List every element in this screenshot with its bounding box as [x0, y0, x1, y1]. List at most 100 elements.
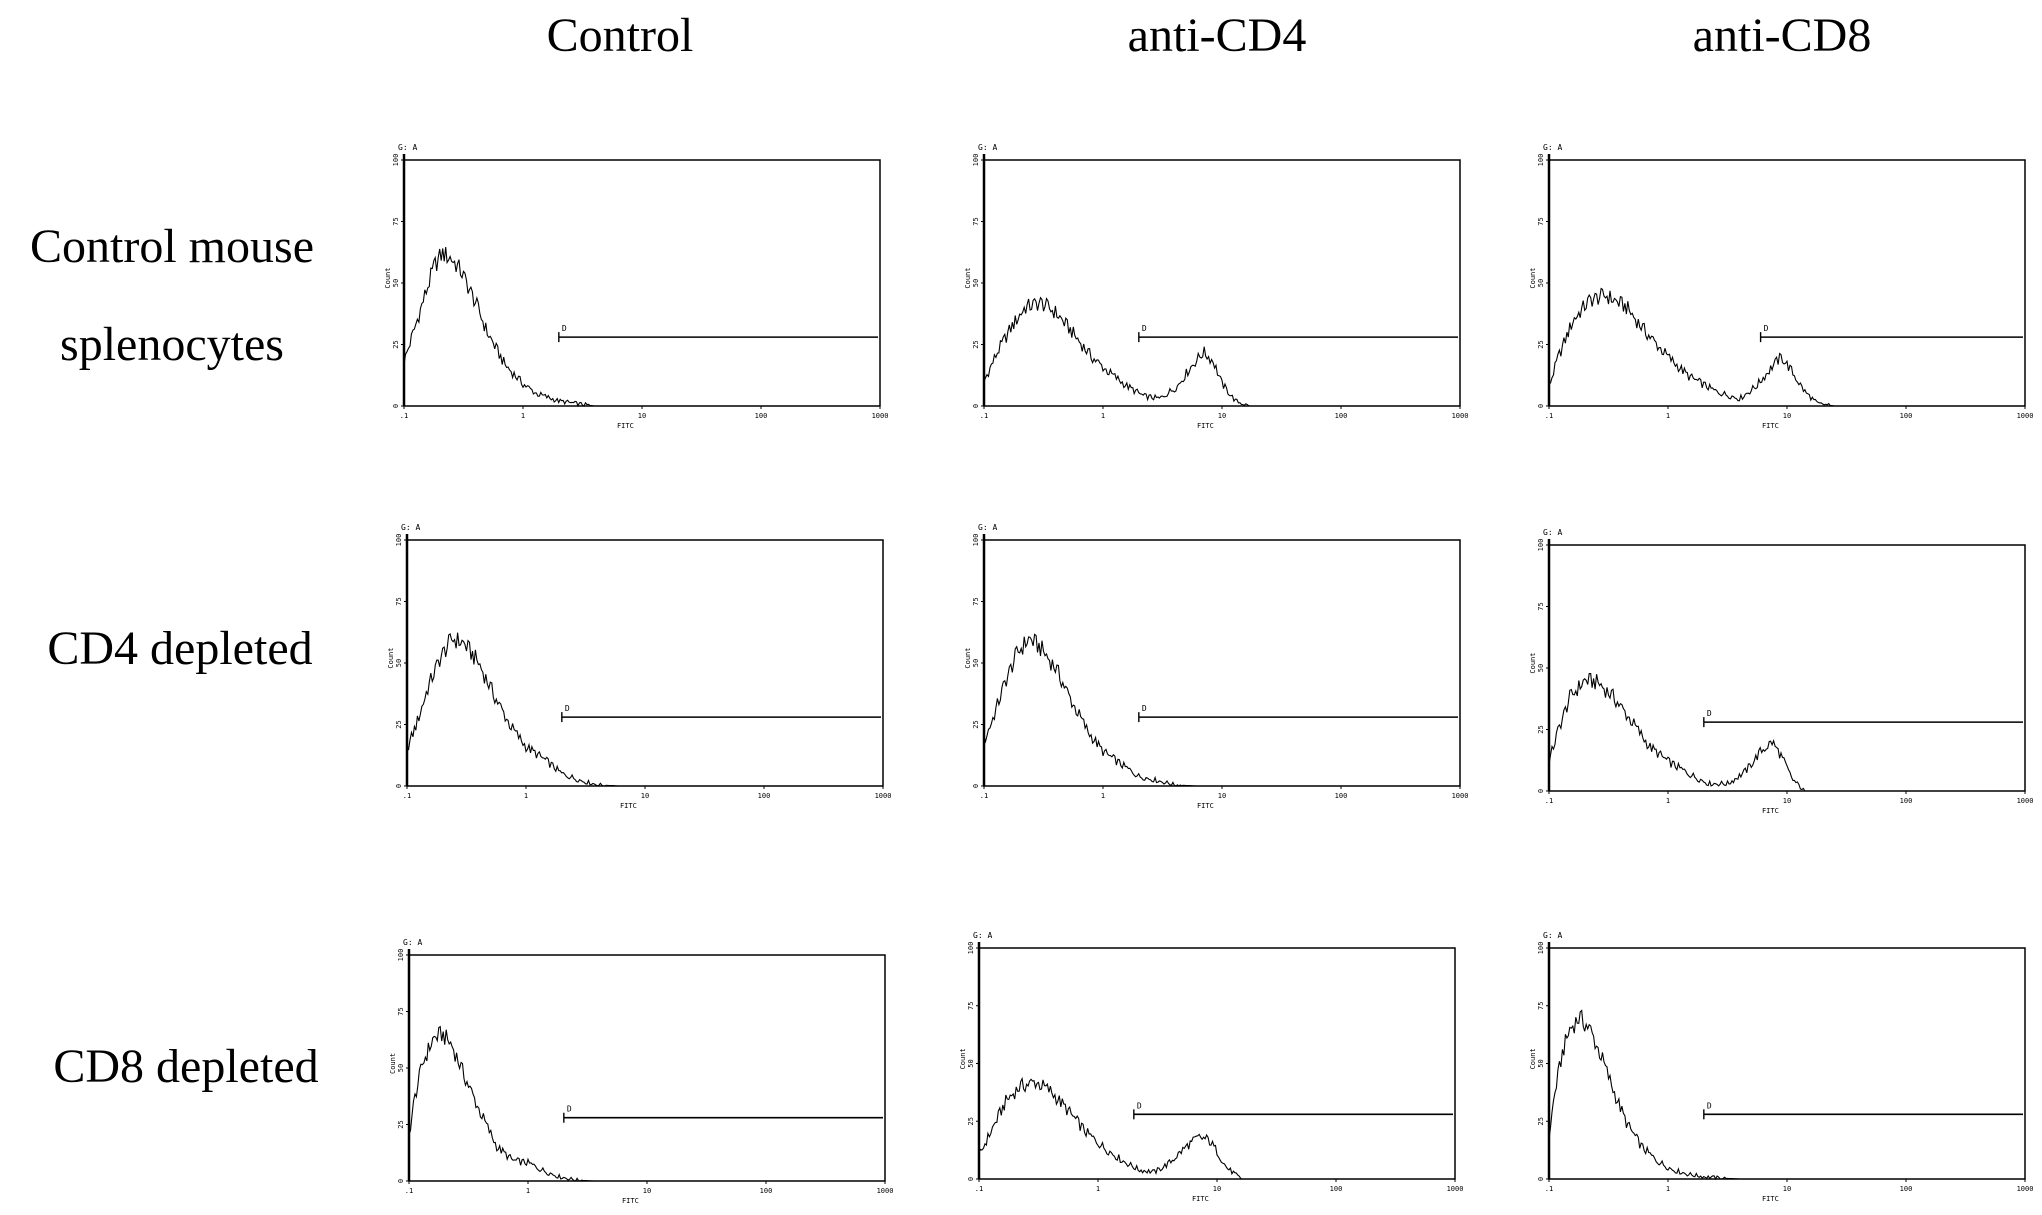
y-tick-label: 75: [392, 217, 400, 225]
y-tick-label: 25: [395, 720, 403, 728]
column-heading-anti-cd8: anti-CD8: [1692, 9, 1872, 62]
y-tick-label: 50: [397, 1064, 405, 1072]
y-axis-label: Count: [964, 268, 972, 289]
x-tick-label: 1000: [2017, 412, 2034, 420]
y-tick-label: 25: [972, 340, 980, 348]
y-axis-label: Count: [964, 648, 972, 669]
y-tick-label: 100: [1537, 942, 1545, 955]
y-tick-label: 0: [1537, 404, 1545, 408]
y-tick-label: 0: [392, 404, 400, 408]
x-axis-label: FITC: [1762, 807, 1779, 815]
y-tick-label: 0: [972, 404, 980, 408]
x-tick-label: 10: [1218, 792, 1226, 800]
histogram-trace: [983, 633, 1460, 787]
y-axis-label: Count: [959, 1048, 967, 1069]
y-tick-label: 50: [1537, 1059, 1545, 1067]
row-heading-cd4-depleted: CD4 depleted: [0, 600, 360, 698]
x-tick-label: 1: [524, 792, 528, 800]
x-axis-label: FITC: [1197, 422, 1214, 430]
histogram-cd8-depleted-anti-cd4: G: A 0 25 50 75 100 Count .1 1 10 100 1000 FITC D: [959, 931, 1464, 1203]
x-axis-label: FITC: [622, 1197, 639, 1205]
x-axis-label: FITC: [1197, 802, 1214, 810]
x-tick-label: 10: [1213, 1185, 1221, 1193]
y-axis-label: Count: [1529, 653, 1537, 674]
plot-frame: [408, 954, 886, 1182]
y-tick-label: 25: [397, 1120, 405, 1128]
gate-label: G: A: [401, 523, 420, 532]
y-tick-label: 25: [1537, 725, 1545, 733]
plot-frame: [1548, 544, 2026, 792]
histogram-cd8-depleted-anti-cd8: G: A 0 25 50 75 100 Count .1 1 10 100 1000 FITC D: [1529, 931, 2034, 1203]
x-axis-label: FITC: [1762, 1195, 1779, 1203]
x-tick-label: .1: [1545, 412, 1553, 420]
histogram-trace: [983, 296, 1460, 407]
histogram-trace: [408, 1025, 885, 1182]
column-heading-control: Control: [546, 9, 694, 62]
y-tick-label: 0: [967, 1177, 975, 1181]
x-tick-label: .1: [1545, 1185, 1553, 1193]
y-tick-label: 75: [1537, 602, 1545, 610]
x-tick-label: 1000: [872, 412, 889, 420]
x-tick-label: .1: [400, 412, 408, 420]
y-tick-label: 75: [972, 597, 980, 605]
y-axis-label: Count: [1529, 268, 1537, 289]
x-tick-label: .1: [975, 1185, 983, 1193]
y-axis-label: Count: [387, 648, 395, 669]
histogram-trace: [978, 1076, 1455, 1180]
y-tick-label: 25: [392, 340, 400, 348]
plot-frame: [403, 159, 881, 407]
x-tick-label: 1000: [2017, 1185, 2034, 1193]
y-axis-label: Count: [384, 268, 392, 289]
row-heading-line-1: Control mouse: [30, 220, 314, 273]
plot-frame: [983, 159, 1461, 407]
y-axis-label: Count: [1529, 1048, 1537, 1069]
gate-marker-label: D: [1707, 1101, 1712, 1110]
y-tick-label: 100: [967, 942, 975, 955]
y-tick-label: 100: [1537, 539, 1545, 552]
x-tick-label: 100: [1335, 792, 1348, 800]
y-tick-label: 50: [972, 659, 980, 667]
gate-marker-label: D: [1764, 324, 1769, 333]
plot-frame: [1548, 159, 2026, 407]
histogram-cd4-depleted-anti-cd8: G: A 0 25 50 75 100 Count .1 1 10 100 1000 FITC D: [1529, 528, 2034, 815]
gate-marker-label: D: [565, 704, 570, 713]
y-tick-label: 25: [1537, 340, 1545, 348]
row-heading-line-1: CD8 depleted: [53, 1040, 319, 1093]
x-tick-label: 1: [1101, 792, 1105, 800]
y-tick-label: 0: [395, 784, 403, 788]
x-axis-label: FITC: [1762, 422, 1779, 430]
gate-marker-label: D: [1137, 1101, 1142, 1110]
y-tick-label: 100: [395, 534, 403, 547]
y-tick-label: 50: [1537, 279, 1545, 287]
y-tick-label: 0: [397, 1179, 405, 1183]
gate-marker-label: D: [562, 324, 567, 333]
x-tick-label: 10: [643, 1187, 651, 1195]
x-tick-label: 10: [1783, 797, 1791, 805]
y-tick-label: 25: [972, 720, 980, 728]
y-tick-label: 75: [1537, 1002, 1545, 1010]
histogram-cd4-depleted-control: G: A 0 25 50 75 100 Count .1 1 10 100 1000 FITC D: [387, 523, 891, 810]
x-tick-label: 1: [1101, 412, 1105, 420]
x-tick-label: 100: [1900, 1185, 1913, 1193]
x-tick-label: 1000: [1447, 1185, 1464, 1193]
x-axis-label: FITC: [617, 422, 634, 430]
gate-label: G: A: [398, 143, 417, 152]
x-tick-label: 100: [1335, 412, 1348, 420]
x-axis-label: FITC: [620, 802, 637, 810]
y-tick-label: 100: [972, 534, 980, 547]
x-axis-label: FITC: [1192, 1195, 1209, 1203]
gate-label: G: A: [973, 931, 992, 940]
x-tick-label: 1000: [2017, 797, 2034, 805]
histogram-trace: [403, 247, 880, 408]
histogram-trace: [406, 632, 883, 787]
gate-label: G: A: [978, 523, 997, 532]
histogram-cd4-depleted-anti-cd4: G: A 0 25 50 75 100 Count .1 1 10 100 1000 FITC D: [964, 523, 1468, 810]
histogram-control-mouse-anti-cd8: G: A 0 25 50 75 100 Count .1 1 10 100 1000 FITC D: [1529, 143, 2034, 430]
y-axis-label: Count: [389, 1053, 397, 1074]
gate-marker-label: D: [567, 1105, 572, 1114]
y-tick-label: 100: [1537, 154, 1545, 167]
histogram-control-mouse-control: G: A 0 25 50 75 100 Count .1 1 10 100 1000 FITC D: [384, 143, 889, 430]
histogram-trace: [1548, 287, 2025, 407]
gate-label: G: A: [1543, 143, 1562, 152]
row-heading-cd8-depleted: CD8 depleted: [6, 1018, 366, 1116]
